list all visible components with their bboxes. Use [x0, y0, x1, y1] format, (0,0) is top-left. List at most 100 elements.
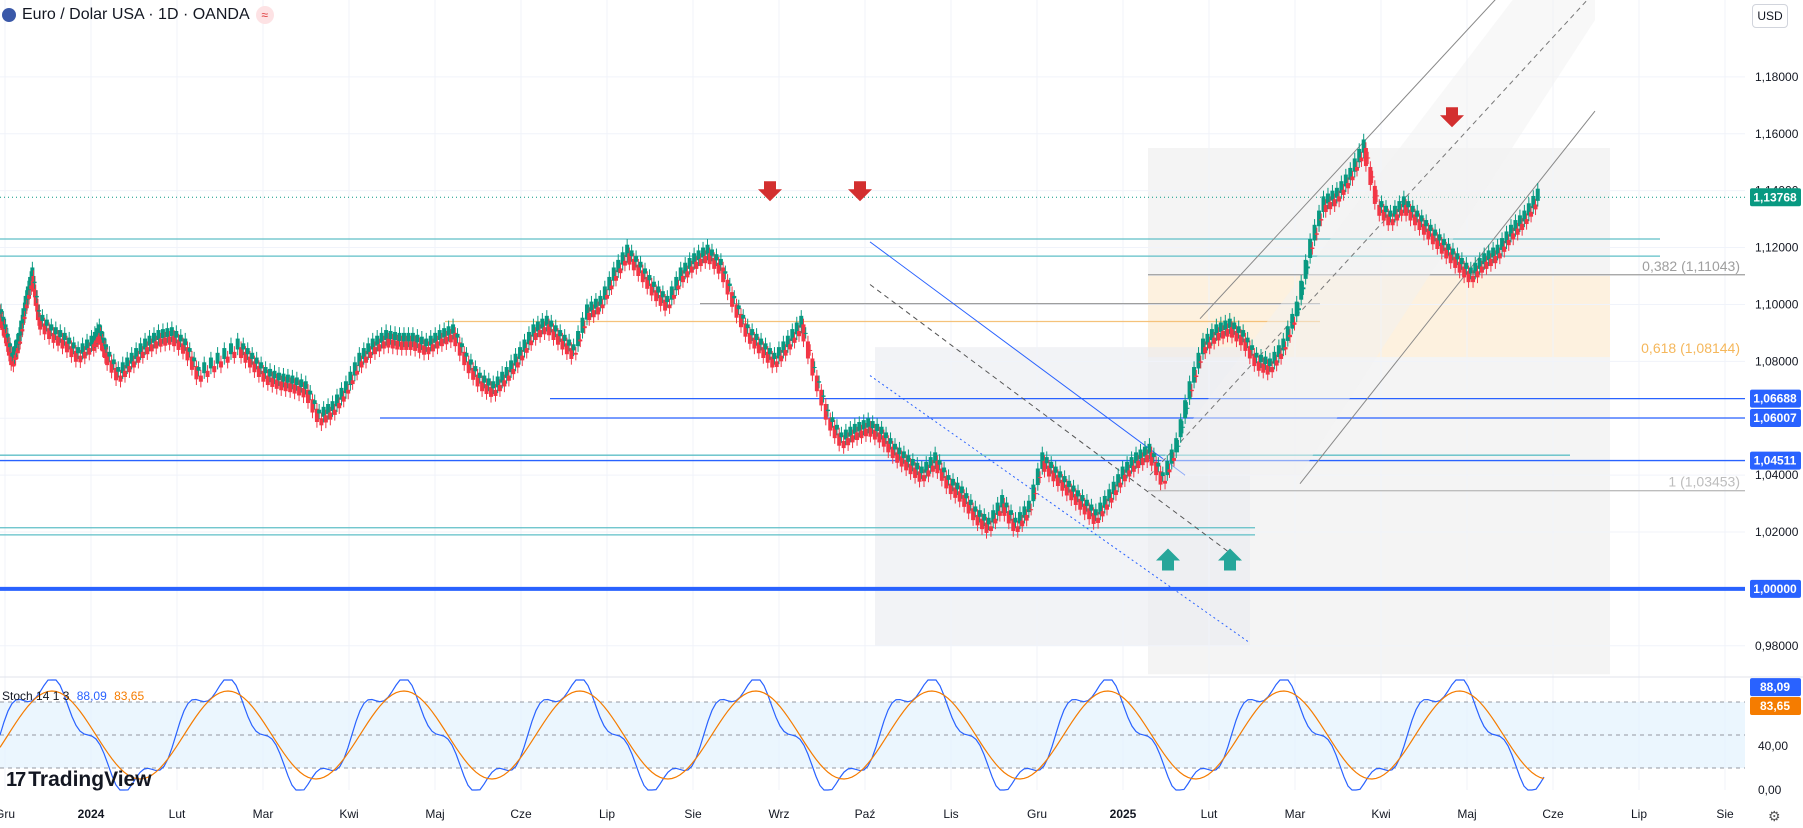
candle-body [1421, 223, 1426, 235]
candle-body [1337, 196, 1342, 202]
candle-body [245, 348, 250, 355]
candle-body [1513, 220, 1518, 231]
candle-body [743, 323, 748, 337]
candle-body [792, 337, 797, 343]
candle-body [526, 331, 531, 345]
candle-body [939, 468, 944, 481]
candle-body [596, 307, 601, 315]
candle-body [810, 358, 815, 376]
symbol-title[interactable]: Euro / Dolar USA · 1D · OANDA [22, 6, 250, 23]
candle-body [1216, 332, 1221, 341]
candle-body [834, 424, 839, 430]
candle-body [1185, 407, 1190, 409]
candle-body [1343, 174, 1348, 187]
candle-body [375, 335, 380, 346]
candle-body [1334, 187, 1339, 198]
x-tick-label: Lut [1201, 807, 1218, 821]
candle-body [959, 486, 964, 494]
candle-body [27, 294, 32, 299]
candle-body [1350, 176, 1355, 181]
candle-body [127, 366, 132, 373]
candle-body [1049, 461, 1054, 468]
candle-body [3, 324, 8, 330]
candle-body [1221, 330, 1226, 339]
candle-body [71, 342, 76, 349]
candle-body [1459, 257, 1464, 265]
candle-body [10, 352, 15, 357]
candle-body [265, 375, 270, 386]
candle-body [1113, 490, 1118, 496]
candle-body [509, 360, 514, 373]
candle-body [850, 435, 855, 443]
candle-body [1004, 502, 1009, 508]
stoch-value-text: 88,09 [1760, 680, 1790, 694]
settings-gear-icon[interactable]: ⚙ [1768, 808, 1781, 824]
candle-body [49, 324, 54, 331]
candle-body [736, 305, 741, 310]
candle-body [301, 387, 306, 398]
candle-body [1198, 361, 1203, 363]
candle-body [1384, 205, 1388, 212]
candle-body [222, 348, 227, 359]
candle-body [1252, 353, 1257, 367]
candle-body [424, 338, 429, 347]
candle-body [721, 267, 726, 283]
candle-body [252, 361, 257, 373]
candle-body [1312, 224, 1317, 241]
stoch-label: Stoch 14 1 3 [2, 689, 70, 703]
tradingview-logo[interactable]: 17 TradingView [6, 768, 152, 792]
price-label-box [1750, 188, 1801, 207]
stoch-legend[interactable]: Stoch 14 1 3 88,09 83,65 [2, 689, 144, 703]
candle-body [930, 465, 935, 472]
candle-body [29, 285, 34, 290]
candle-body [149, 344, 154, 352]
candle-body [627, 253, 632, 265]
candle-body [846, 438, 851, 446]
candle-body [892, 443, 897, 450]
candle-body [1404, 204, 1409, 216]
candle-body [1024, 514, 1029, 521]
candle-body [1062, 476, 1067, 483]
fib-level-label: 0,382 (1,11043) [1642, 258, 1740, 274]
candle-body [259, 362, 264, 369]
candle-body [982, 513, 987, 521]
candle-body [1058, 471, 1063, 478]
candle-body [69, 346, 74, 358]
candle-body [638, 261, 643, 268]
candle-body [716, 262, 721, 274]
candle-body [34, 295, 39, 298]
candle-body [350, 380, 355, 385]
wave-icon[interactable]: ≈ [255, 6, 274, 24]
candle-body [578, 339, 583, 342]
x-tick-label: Gru [1027, 807, 1047, 821]
candle-body [366, 343, 371, 355]
candle-body [801, 324, 806, 342]
candle-body [89, 335, 94, 347]
candle-body [109, 360, 114, 373]
candle-body [1377, 204, 1382, 216]
candle-body [346, 389, 351, 394]
candle-body [997, 511, 1002, 516]
ascending-lower-line [1299, 110, 1596, 484]
candle-body [544, 315, 549, 326]
candle-body [1330, 190, 1335, 201]
candle-body [622, 260, 627, 266]
x-tick-label: Gru [0, 807, 15, 821]
candle-body [1263, 356, 1268, 365]
candle-body [42, 323, 47, 335]
candle-body [591, 310, 596, 318]
candle-body [698, 258, 703, 267]
stoch-k-line [0, 679, 1545, 791]
currency-selector[interactable]: USD [1752, 4, 1788, 28]
ascending-upper-line [1199, 0, 1496, 320]
candle-body [1484, 261, 1489, 269]
candle-body [212, 366, 217, 373]
candle-body [966, 501, 971, 514]
candle-body [1080, 495, 1085, 502]
candle-body [895, 452, 900, 463]
candle-body [1462, 266, 1467, 278]
x-tick-label: Lis [943, 807, 958, 821]
candle-body [404, 341, 409, 350]
candle-body [1122, 475, 1127, 482]
